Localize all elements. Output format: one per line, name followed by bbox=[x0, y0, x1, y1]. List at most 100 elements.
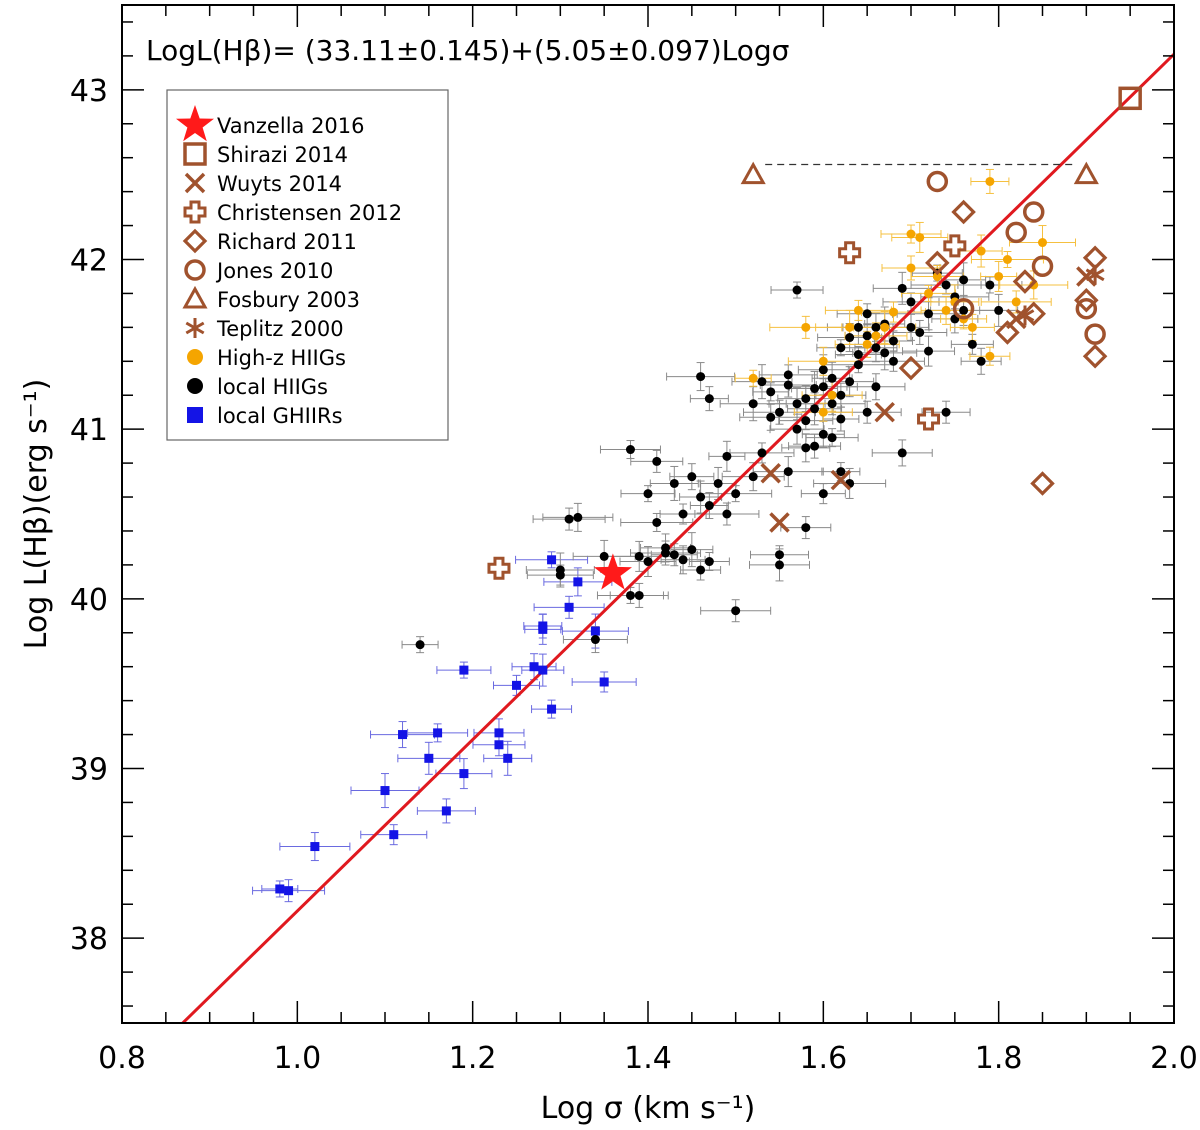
point-local-hiigs bbox=[634, 551, 644, 561]
point-richard-2011 bbox=[925, 250, 950, 276]
point-local-hiigs bbox=[783, 467, 793, 477]
point-high-z-hiigs bbox=[880, 322, 890, 332]
point-high-z-hiigs bbox=[932, 271, 942, 281]
point-jones-2010 bbox=[1022, 201, 1045, 223]
point-local-hiigs bbox=[853, 360, 863, 370]
point-local-ghiirs bbox=[284, 886, 294, 896]
point-richard-2011 bbox=[995, 320, 1020, 345]
point-high-z-hiigs bbox=[1002, 255, 1012, 264]
point-high-z-hiigs bbox=[801, 322, 811, 332]
point-jones-2010 bbox=[1005, 221, 1027, 244]
point-high-z-hiigs bbox=[906, 229, 916, 239]
legend-label-wuyts-2014: Wuyts 2014 bbox=[217, 172, 342, 196]
x-tick-label: 1.4 bbox=[624, 1041, 672, 1076]
point-high-z-hiigs bbox=[985, 351, 995, 361]
point-local-hiigs bbox=[915, 327, 925, 337]
point-local-hiigs bbox=[564, 514, 574, 524]
point-local-hiigs bbox=[827, 433, 837, 443]
point-local-hiigs bbox=[985, 280, 995, 290]
point-local-hiigs bbox=[880, 348, 890, 358]
legend-symbol-shirazi-2014 bbox=[183, 142, 207, 166]
point-wuyts-2014 bbox=[830, 469, 852, 491]
legend-symbol-high-z-hiigs bbox=[187, 349, 203, 365]
legend-label-local-ghiirs: local GHIIRs bbox=[217, 404, 343, 428]
point-local-hiigs bbox=[792, 285, 802, 295]
point-high-z-hiigs bbox=[924, 288, 934, 298]
point-local-hiigs bbox=[801, 394, 811, 404]
point-local-hiigs bbox=[722, 451, 732, 461]
point-local-hiigs bbox=[696, 565, 706, 575]
point-high-z-hiigs bbox=[976, 246, 986, 256]
point-high-z-hiigs bbox=[994, 271, 1004, 281]
point-local-hiigs bbox=[818, 429, 828, 439]
point-richard-2011 bbox=[1030, 471, 1055, 496]
point-high-z-hiigs bbox=[845, 322, 855, 332]
point-local-hiigs bbox=[731, 606, 741, 616]
point-jones-2010 bbox=[1084, 323, 1106, 345]
point-fosbury-2003 bbox=[740, 161, 766, 185]
point-local-hiigs bbox=[906, 297, 916, 307]
point-local-hiigs bbox=[696, 492, 706, 502]
point-local-hiigs bbox=[669, 550, 679, 560]
point-high-z-hiigs bbox=[888, 307, 898, 317]
point-local-hiigs bbox=[696, 372, 706, 382]
point-local-hiigs bbox=[704, 394, 714, 404]
point-local-hiigs bbox=[871, 322, 881, 332]
legend-symbol-teplitz-2000 bbox=[185, 318, 205, 338]
point-local-hiigs bbox=[810, 441, 820, 451]
point-high-z-hiigs bbox=[853, 305, 863, 315]
point-richard-2011 bbox=[898, 355, 924, 381]
point-local-hiigs bbox=[836, 467, 846, 477]
point-local-hiigs bbox=[687, 545, 697, 555]
point-high-z-hiigs bbox=[827, 390, 837, 400]
point-local-hiigs bbox=[941, 407, 951, 417]
point-local-hiigs bbox=[959, 275, 969, 285]
y-tick-label: 39 bbox=[70, 753, 108, 788]
point-local-hiigs bbox=[652, 456, 662, 466]
point-local-ghiirs bbox=[494, 728, 504, 738]
point-local-hiigs bbox=[783, 380, 793, 390]
y-tick-label: 40 bbox=[70, 583, 108, 618]
point-local-hiigs bbox=[748, 472, 758, 482]
point-local-hiigs bbox=[775, 407, 784, 417]
point-local-hiigs bbox=[941, 280, 951, 290]
point-jones-2010 bbox=[926, 170, 949, 193]
point-high-z-hiigs bbox=[1011, 297, 1021, 307]
x-tick-label: 1.8 bbox=[975, 1041, 1023, 1076]
point-local-hiigs bbox=[994, 305, 1004, 315]
point-high-z-hiigs bbox=[985, 176, 995, 186]
point-local-hiigs bbox=[853, 322, 863, 332]
point-richard-2011 bbox=[1082, 343, 1108, 369]
point-high-z-hiigs bbox=[1038, 238, 1047, 248]
legend-label-teplitz-2000: Teplitz 2000 bbox=[216, 317, 344, 341]
point-high-z-hiigs bbox=[818, 407, 828, 417]
point-local-hiigs bbox=[871, 382, 881, 392]
data-points-layer bbox=[275, 86, 1142, 896]
point-fosbury-2003 bbox=[1073, 161, 1099, 185]
point-local-hiigs bbox=[959, 305, 969, 315]
axis-ticks-layer: 0.8 1.0 1.2 1.4 1.6 1.8 2.0 38 39 40 41 42 43 bbox=[70, 5, 1198, 1076]
point-local-ghiirs bbox=[512, 680, 521, 690]
y-tick-label: 42 bbox=[70, 244, 108, 279]
legend-label-richard-2011: Richard 2011 bbox=[217, 230, 357, 254]
point-high-z-hiigs bbox=[915, 232, 925, 242]
x-axis-title: Log σ (km s⁻¹) bbox=[541, 1091, 756, 1126]
point-local-hiigs bbox=[713, 478, 723, 488]
point-local-hiigs bbox=[704, 501, 714, 511]
point-shirazi-2014 bbox=[1118, 86, 1142, 111]
legend-label-shirazi-2014: Shirazi 2014 bbox=[217, 143, 348, 167]
legend-symbol-wuyts-2014 bbox=[184, 172, 206, 194]
point-local-hiigs bbox=[652, 517, 662, 527]
y-axis-title: Log L(Hβ)(erg s⁻¹) bbox=[19, 379, 54, 650]
point-high-z-hiigs bbox=[871, 331, 881, 341]
point-local-hiigs bbox=[678, 555, 688, 565]
point-local-hiigs bbox=[687, 472, 697, 482]
legend-label-vanzella-2016: Vanzella 2016 bbox=[217, 114, 365, 138]
point-local-ghiirs bbox=[424, 753, 434, 763]
legend-symbol-christensen-2012 bbox=[183, 200, 207, 224]
point-local-hiigs bbox=[827, 399, 837, 409]
point-high-z-hiigs bbox=[748, 373, 758, 383]
point-local-hiigs bbox=[783, 370, 793, 380]
point-local-hiigs bbox=[801, 416, 811, 426]
